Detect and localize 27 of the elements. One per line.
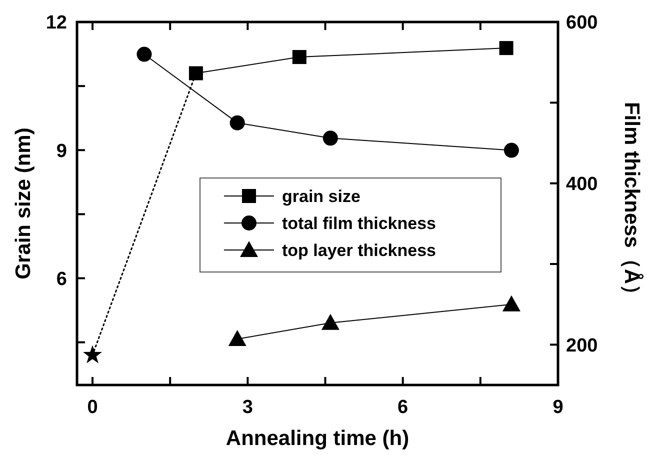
y2-tick-label: 400 — [566, 174, 598, 195]
point — [292, 50, 306, 64]
y-tick-label: 9 — [56, 140, 67, 162]
point — [321, 314, 340, 330]
point — [504, 142, 519, 158]
x-tick-label: 6 — [398, 397, 408, 418]
point — [228, 330, 246, 346]
point — [502, 295, 520, 312]
x-tick-label: 0 — [87, 397, 98, 418]
y2-axis-title: Film thickness（Å） — [620, 102, 644, 306]
point — [136, 46, 152, 62]
x-tick-label: 9 — [552, 397, 564, 418]
point — [188, 66, 203, 80]
point — [230, 115, 245, 130]
point — [322, 130, 338, 146]
legend-label: total film thickness — [282, 214, 436, 233]
y2-tick-label: 200 — [566, 335, 598, 356]
y-axis-title: Grain size (nm) — [12, 128, 35, 280]
legend-label: grain size — [282, 186, 360, 206]
x-axis-title: Annealing time (h) — [226, 427, 410, 450]
y-tick-label: 12 — [46, 12, 67, 34]
point — [499, 41, 514, 56]
legend-label: top layer thickness — [282, 240, 436, 260]
y2-tick-label: 600 — [566, 12, 598, 34]
y-tick-label: 6 — [56, 268, 67, 290]
x-tick-label: 3 — [242, 397, 253, 418]
point — [83, 345, 102, 364]
